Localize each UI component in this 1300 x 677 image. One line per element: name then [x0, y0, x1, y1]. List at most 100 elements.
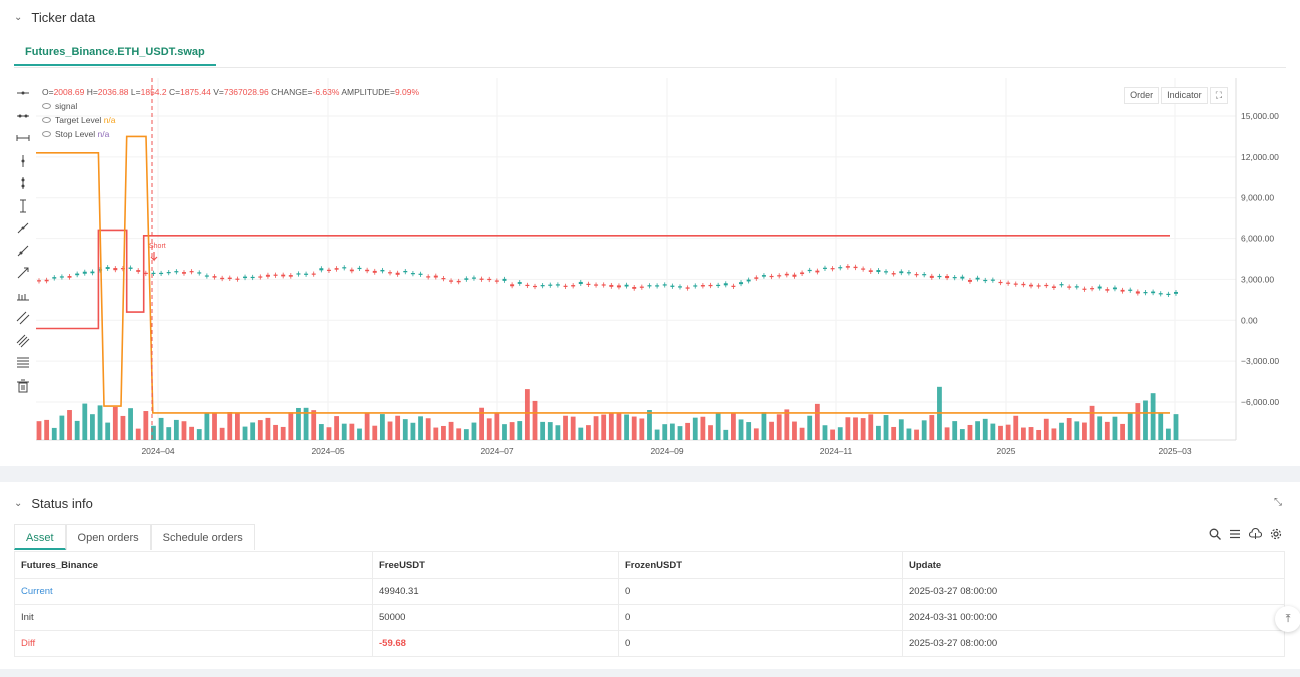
volume-bar: [570, 416, 576, 440]
arrow-line-icon[interactable]: [12, 262, 34, 284]
asset-table: Futures_Binance FreeUSDT FrozenUSDT Upda…: [14, 551, 1285, 657]
tab-asset[interactable]: Asset: [14, 524, 66, 550]
trend-line-icon[interactable]: [12, 217, 34, 239]
chevron-down-icon[interactable]: ⌄: [14, 498, 23, 509]
horizontal-ray-icon[interactable]: [12, 105, 34, 127]
volume-bar: [814, 403, 820, 440]
volume-bar: [517, 421, 523, 440]
trash-icon[interactable]: [12, 375, 34, 397]
volume-bar: [906, 428, 912, 440]
table-header-row: Futures_Binance FreeUSDT FrozenUSDT Upda…: [14, 551, 1285, 579]
eye-icon[interactable]: [42, 130, 51, 137]
candle-body: [120, 268, 125, 270]
fib-retracement-icon[interactable]: [12, 352, 34, 374]
eye-icon[interactable]: [42, 102, 51, 109]
volume-bar: [608, 412, 614, 440]
volume-bar: [639, 418, 645, 440]
chevron-down-icon[interactable]: ⌄: [14, 12, 23, 23]
settings-icon[interactable]: [1270, 528, 1282, 543]
candle-body: [555, 284, 560, 286]
price-range-icon[interactable]: [12, 285, 34, 307]
volume-bar: [280, 426, 286, 440]
volume-bar: [486, 418, 492, 440]
price-chart[interactable]: 15,000.00 12,000.00 9,000.00 6,000.00 3,000.…: [0, 70, 1300, 466]
expand-icon[interactable]: ⤡: [1274, 497, 1282, 508]
x-tick-label: 2025: [997, 446, 1016, 456]
candle-body: [952, 277, 957, 279]
volume-bar: [296, 407, 301, 440]
volume-bar: [593, 416, 599, 440]
candle-body: [914, 274, 919, 276]
candle-body: [441, 278, 446, 280]
horizontal-segment-icon[interactable]: [12, 127, 34, 149]
candle-body: [929, 275, 934, 278]
x-tick-label: 2024–05: [311, 446, 344, 456]
parallel-channel-icon[interactable]: [12, 307, 34, 329]
candle-body: [357, 267, 362, 270]
status-section-header[interactable]: ⌄ Status info: [14, 496, 93, 511]
cloud-icon[interactable]: [1248, 527, 1263, 543]
candle-body: [128, 267, 133, 269]
candle-body: [807, 269, 812, 272]
legend-stop-level[interactable]: Stop Level n/a: [42, 127, 419, 141]
volume-bar: [189, 426, 195, 440]
trend-ray-icon[interactable]: [12, 240, 34, 262]
candle-body: [487, 278, 492, 281]
list-icon[interactable]: [1229, 528, 1241, 543]
volume-bar: [257, 420, 263, 440]
volume-bar: [708, 425, 713, 440]
volume-bar: [410, 422, 416, 440]
volume-bar: [441, 425, 446, 440]
candle-body: [975, 277, 980, 280]
candle-body: [204, 275, 209, 277]
legend-signal[interactable]: signal: [42, 99, 419, 113]
candle-body: [1112, 287, 1117, 290]
volume-bar: [967, 424, 973, 440]
volume-bar: [181, 421, 187, 440]
candle-body: [761, 275, 766, 277]
candle-body: [220, 277, 225, 280]
candle-body: [578, 281, 583, 285]
row-label-current[interactable]: Current: [14, 578, 373, 605]
candle-body: [853, 266, 858, 269]
candle-body: [67, 276, 72, 278]
candle-body: [281, 274, 286, 277]
x-tick-label: 2024–11: [820, 446, 853, 456]
fullscreen-icon[interactable]: ⛶: [1209, 87, 1228, 104]
pitchfork-icon[interactable]: [12, 330, 34, 352]
volume-bar: [1059, 422, 1064, 440]
volume-bar: [418, 416, 423, 440]
volume-bar: [753, 428, 759, 440]
candle-body: [937, 275, 942, 278]
candle-body: [639, 286, 644, 288]
legend-target-level[interactable]: Target Level n/a: [42, 113, 419, 127]
vertical-ray-icon[interactable]: [12, 172, 34, 194]
tab-open-orders[interactable]: Open orders: [65, 524, 151, 550]
volume-bar: [700, 416, 706, 440]
indicator-button[interactable]: Indicator: [1161, 87, 1208, 104]
candle-body: [90, 271, 95, 274]
tab-eth-usdt-swap[interactable]: Futures_Binance.ETH_USDT.swap: [14, 38, 216, 66]
y-tick-label: 12,000.00: [1241, 152, 1279, 162]
candle-body: [159, 272, 164, 275]
search-icon[interactable]: [1209, 528, 1221, 543]
scroll-top-icon[interactable]: ⤒: [1275, 606, 1300, 632]
candle-body: [1158, 293, 1163, 295]
volume-bar: [341, 423, 347, 440]
tab-schedule-orders[interactable]: Schedule orders: [150, 524, 255, 550]
candle-body: [426, 276, 431, 278]
candle-body: [166, 272, 171, 274]
volume-bar: [1135, 403, 1141, 440]
volume-bar: [586, 425, 591, 440]
volume-bar: [1120, 423, 1125, 440]
vertical-line-icon[interactable]: [12, 150, 34, 172]
ticker-section-header[interactable]: ⌄ Ticker data: [14, 10, 95, 25]
candle-body: [586, 283, 591, 286]
vertical-segment-icon[interactable]: [12, 195, 34, 217]
candle-body: [1135, 291, 1140, 294]
horizontal-line-icon[interactable]: [12, 82, 34, 104]
volume-bar: [173, 419, 179, 440]
order-button[interactable]: Order: [1124, 87, 1160, 104]
volume-bar: [921, 420, 927, 440]
eye-icon[interactable]: [42, 116, 51, 123]
